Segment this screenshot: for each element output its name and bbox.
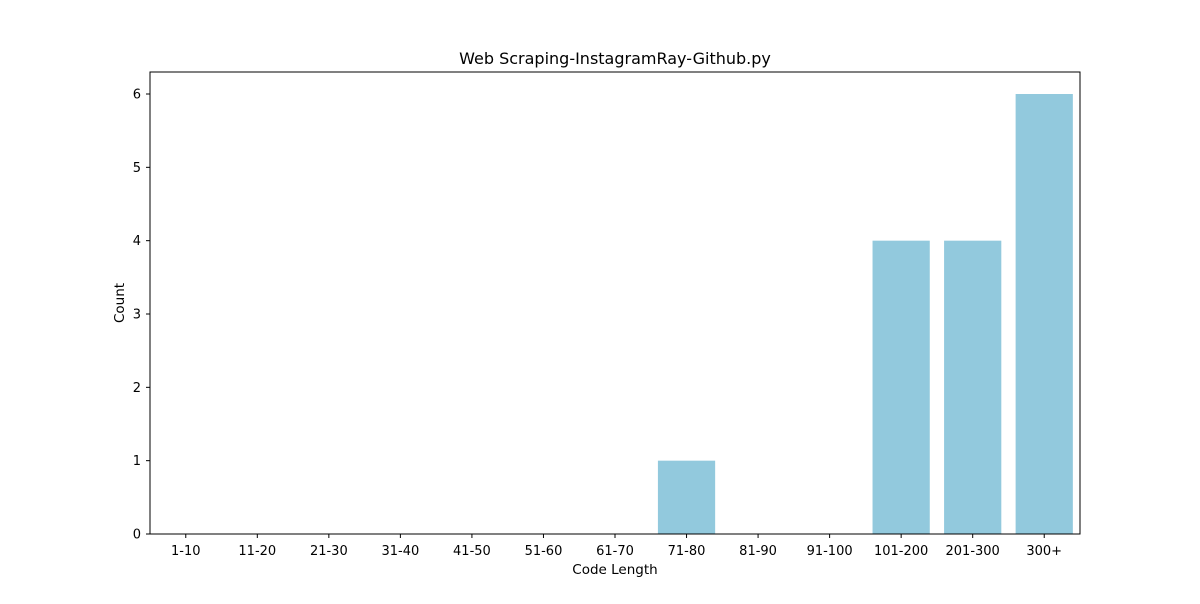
x-tick-label: 11-20 — [238, 544, 276, 559]
x-tick-label: 71-80 — [668, 544, 706, 559]
y-axis-ticks: 0 1 2 3 4 5 6 — [133, 88, 150, 543]
x-tick-label: 101-200 — [874, 544, 928, 559]
x-tick-label: 300+ — [1026, 544, 1062, 559]
y-tick-label: 5 — [133, 161, 141, 176]
bar-201-300 — [944, 240, 1002, 535]
y-tick-label: 2 — [133, 381, 141, 396]
bars-group — [657, 94, 1073, 535]
y-tick-label: 3 — [133, 308, 141, 323]
x-tick-label: 201-300 — [946, 544, 1000, 559]
x-tick-label: 61-70 — [596, 544, 634, 559]
x-tick-label: 1-10 — [171, 544, 201, 559]
y-tick-label: 1 — [133, 454, 141, 469]
x-axis-ticks: 1-10 11-20 21-30 31-40 41-50 51-60 61-70 71-80 8… — [171, 534, 1062, 559]
y-tick-label: 6 — [133, 88, 141, 103]
x-tick-label: 31-40 — [381, 544, 419, 559]
y-tick-label: 0 — [133, 528, 141, 543]
chart-title: Web Scraping-InstagramRay-Github.py — [459, 49, 771, 68]
bar-300+ — [1015, 94, 1073, 534]
bar-71-80 — [657, 460, 716, 534]
y-axis-label: Count — [112, 283, 128, 323]
x-tick-label: 41-50 — [453, 544, 491, 559]
x-tick-label: 21-30 — [310, 544, 348, 559]
y-tick-label: 4 — [133, 234, 141, 249]
plot-area-frame — [149, 71, 1081, 535]
bar-101-200 — [872, 240, 930, 535]
x-tick-label: 51-60 — [525, 544, 563, 559]
x-axis-label: Code Length — [572, 562, 657, 578]
x-tick-label: 91-100 — [807, 544, 853, 559]
x-tick-label: 81-90 — [739, 544, 777, 559]
